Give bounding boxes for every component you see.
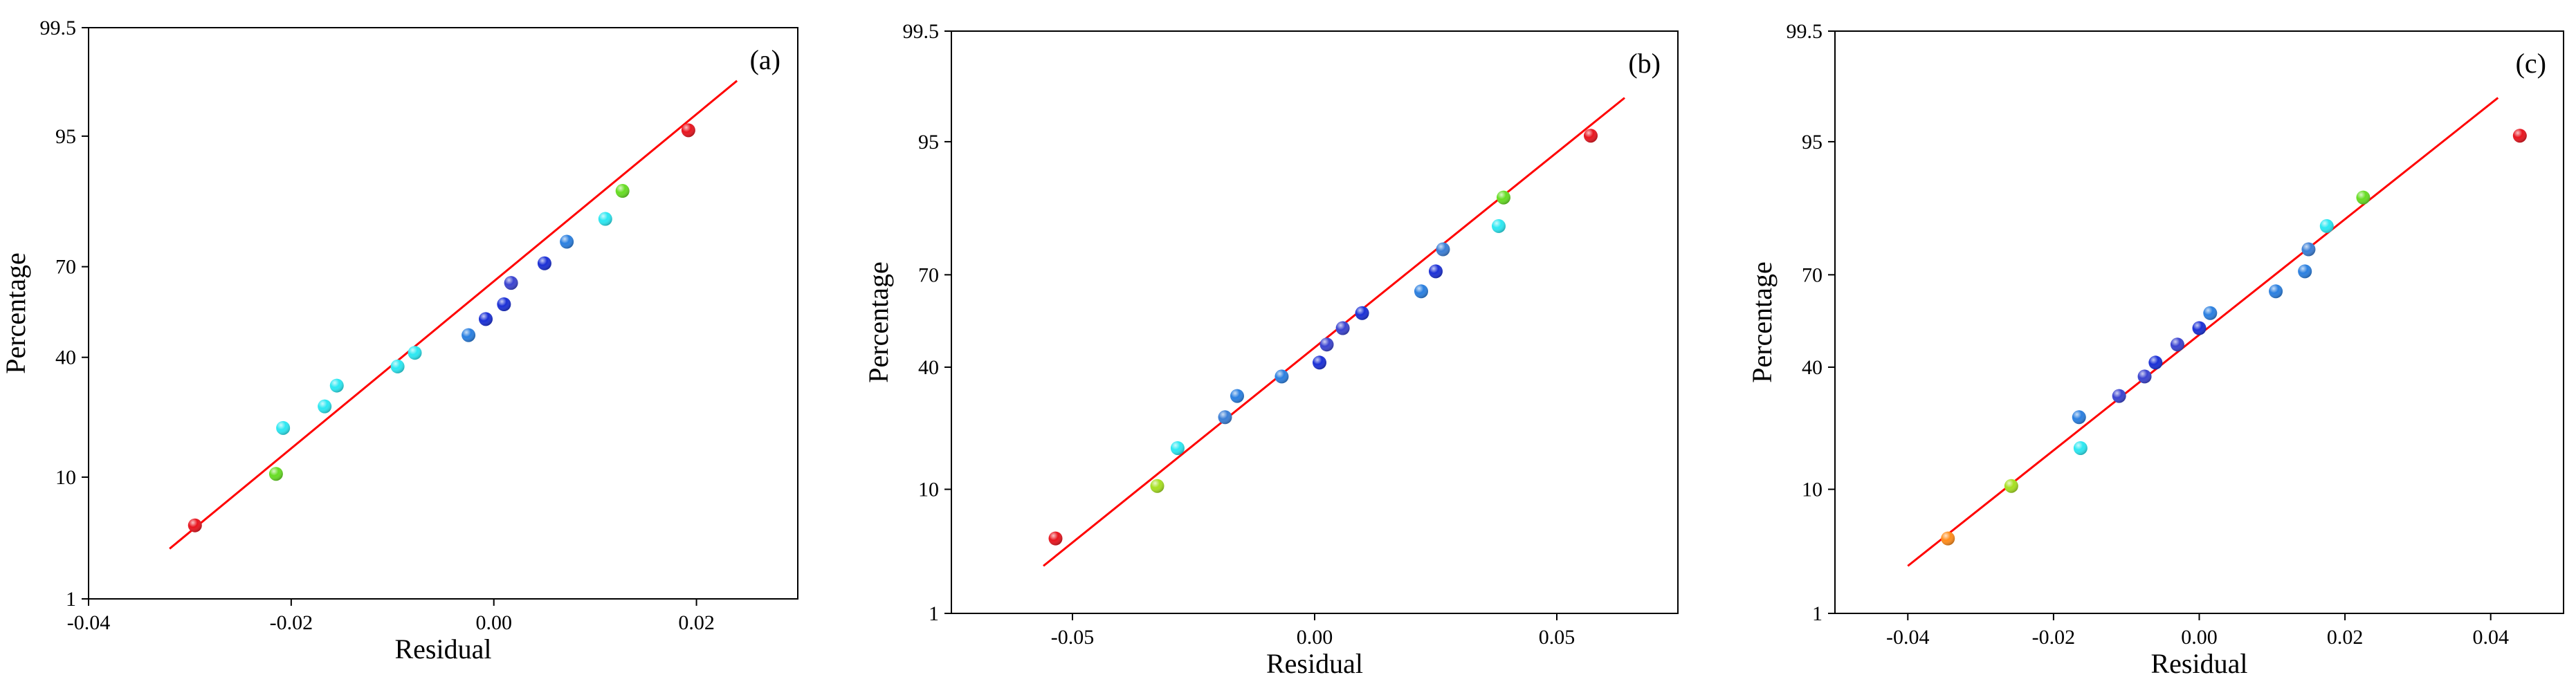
data-point (188, 518, 202, 532)
y-tick-label: 40 (918, 356, 939, 379)
x-tick-label: 0.00 (1297, 626, 1333, 649)
y-tick-label: 99.5 (40, 17, 77, 39)
y-tick-label: 40 (55, 346, 76, 369)
data-point (1941, 531, 1955, 546)
data-point (2319, 219, 2334, 233)
x-tick-label: 0.00 (2181, 626, 2218, 649)
fit-line (1043, 97, 1625, 567)
y-tick-label: 1 (1812, 602, 1823, 625)
data-point (1218, 410, 1232, 425)
data-point (390, 359, 405, 373)
y-tick-label: 40 (1802, 356, 1823, 379)
data-point (1492, 219, 1506, 233)
data-point (1584, 129, 1598, 143)
y-tick-label: 10 (1802, 479, 1823, 501)
data-point (2148, 355, 2163, 370)
y-tick-label: 99.5 (1787, 20, 1823, 43)
data-point (1170, 441, 1185, 455)
x-tick-label: 0.04 (2472, 626, 2509, 649)
data-point (276, 420, 291, 435)
x-tick-label: -0.05 (1051, 626, 1095, 649)
plot-frame (88, 27, 798, 600)
panel-label: (c) (2516, 48, 2546, 79)
data-point (537, 256, 551, 270)
data-point (1048, 531, 1063, 546)
x-tick-label: -0.02 (270, 611, 313, 634)
panel-label: (a) (750, 44, 780, 75)
x-tick-label: 0.05 (1539, 626, 1575, 649)
data-point (1230, 389, 1244, 403)
y-tick-label: 70 (918, 263, 939, 286)
data-point (408, 346, 422, 360)
data-point (1275, 369, 1289, 384)
chart-panel-1: 1 10 40 70 95 99.5 -0.04 -0.02 0.00 0.02 Residual P… (0, 17, 798, 665)
data-point (268, 467, 283, 481)
data-point (497, 297, 511, 311)
data-point (462, 328, 476, 342)
data-point (560, 234, 574, 249)
plot-frame (951, 30, 1679, 614)
data-point (2356, 190, 2371, 205)
panel-label: (b) (1628, 48, 1661, 79)
data-point (1436, 242, 1450, 257)
x-tick-label: -0.04 (67, 611, 111, 634)
data-point (2269, 284, 2283, 299)
y-tick-label: 70 (1802, 263, 1823, 286)
fit-line (169, 80, 738, 550)
x-tick-label: 0.02 (2327, 626, 2364, 649)
chart-panel-3: 1 10 40 70 95 99.5 -0.04 -0.02 0.00 0.02 0.04 Resid… (1746, 20, 2564, 679)
y-tick-label: 95 (918, 131, 939, 154)
data-point (1319, 337, 1334, 352)
data-point (479, 312, 493, 326)
data-point (2192, 321, 2207, 335)
x-tick-label: 0.00 (475, 611, 512, 634)
y-tick-label: 1 (929, 602, 939, 625)
data-point (615, 184, 630, 198)
data-point (598, 212, 612, 226)
chart-panel-2: 1 10 40 70 95 99.5 -0.05 0.00 0.05 Residual Percen… (863, 20, 1679, 679)
x-axis-label: Residual (395, 633, 492, 665)
y-tick-label: 1 (66, 588, 76, 611)
x-axis-label: Residual (1266, 648, 1363, 679)
data-point (2073, 441, 2088, 455)
data-point (329, 378, 344, 393)
data-point (504, 276, 518, 290)
data-point (1150, 479, 1164, 493)
data-point (1497, 190, 1510, 205)
x-tick-label: -0.04 (1886, 626, 1930, 649)
y-tick-label: 10 (55, 466, 76, 489)
data-point (2004, 479, 2018, 493)
y-axis-label: Percentage (863, 261, 894, 382)
y-axis-label: Percentage (0, 252, 31, 373)
data-point (2112, 389, 2126, 403)
y-tick-label: 70 (55, 256, 76, 279)
y-tick-label: 95 (55, 125, 76, 148)
y-tick-label: 95 (1802, 131, 1823, 154)
data-point (1414, 284, 1428, 299)
x-tick-label: -0.02 (2032, 626, 2076, 649)
data-point (2512, 129, 2527, 143)
data-point (1335, 321, 1350, 335)
data-point (318, 399, 332, 414)
data-point (2298, 264, 2312, 279)
y-axis-label: Percentage (1746, 261, 1778, 382)
data-point (2137, 369, 2152, 384)
x-tick-label: 0.02 (678, 611, 715, 634)
data-point (1429, 264, 1443, 279)
data-point (2170, 337, 2184, 352)
data-point (1313, 355, 1326, 370)
y-tick-label: 10 (918, 479, 939, 501)
data-point (2072, 410, 2086, 425)
data-point (681, 123, 695, 138)
data-point (2203, 306, 2218, 320)
y-tick-label: 99.5 (903, 20, 940, 43)
x-axis-label: Residual (2151, 648, 2248, 679)
data-point (2301, 242, 2316, 257)
data-point (1355, 306, 1369, 320)
